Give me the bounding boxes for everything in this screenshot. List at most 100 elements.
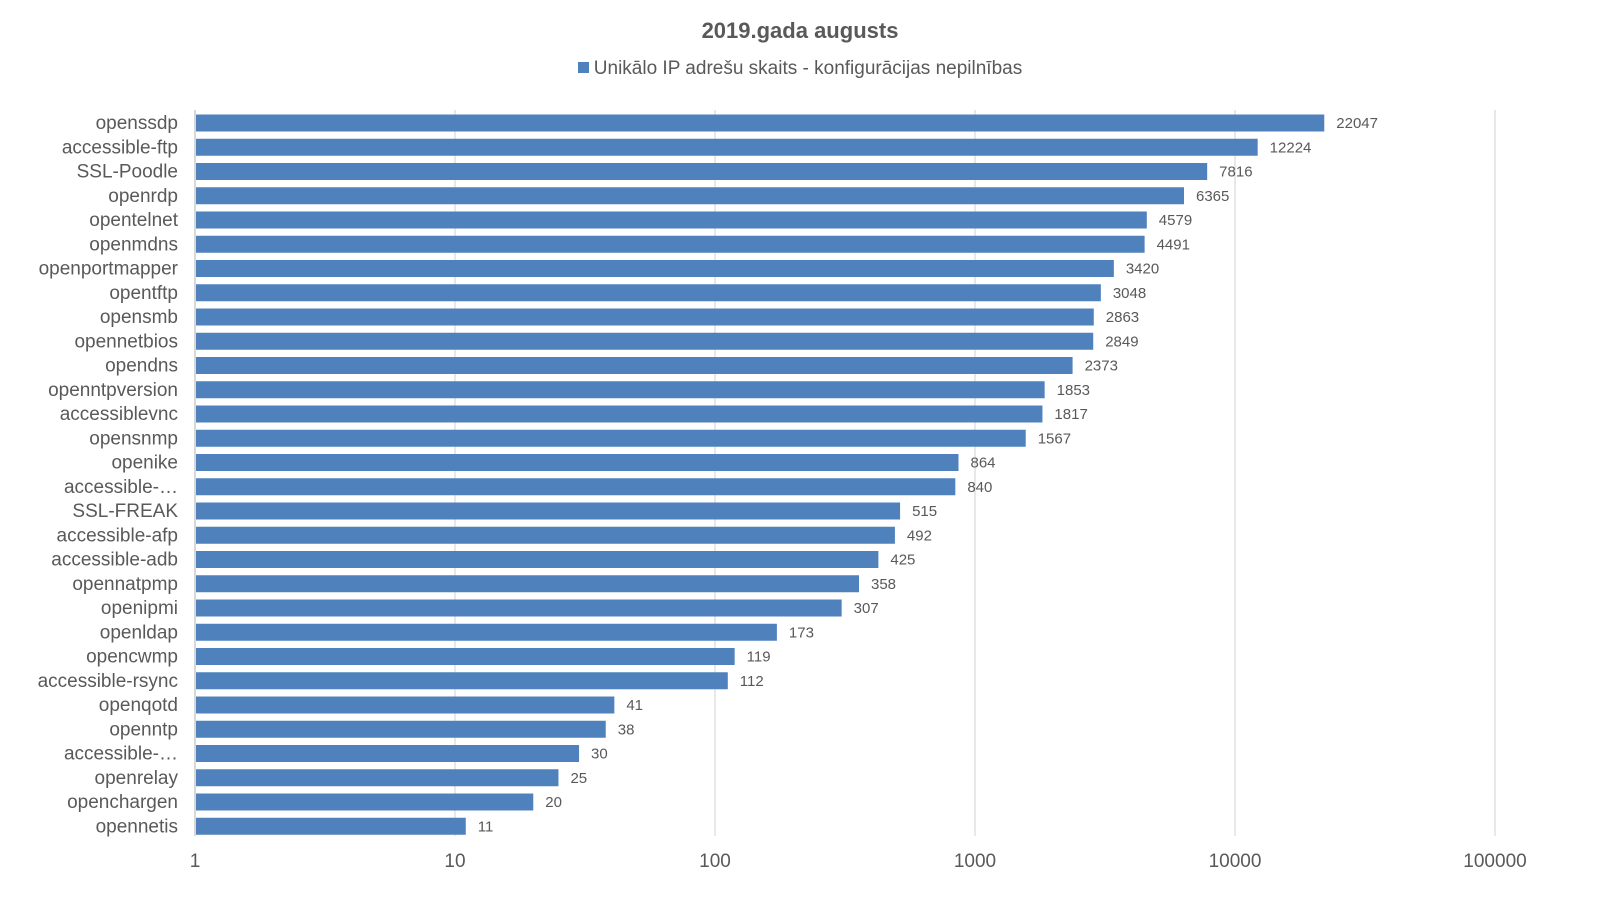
bar bbox=[196, 793, 534, 811]
bar bbox=[196, 211, 1147, 229]
category-label: opencwmp bbox=[86, 647, 178, 668]
x-axis-ticks: 1 10 100 1000 10000 100000 bbox=[190, 851, 1527, 872]
category-label: opennetbios bbox=[74, 331, 178, 352]
data-label: 12224 bbox=[1270, 139, 1312, 156]
gridlines bbox=[194, 110, 1496, 836]
bar bbox=[196, 163, 1208, 180]
category-label: openchargen bbox=[67, 792, 178, 813]
category-label: SSL-FREAK bbox=[72, 501, 178, 522]
category-label: accessible-adb bbox=[51, 550, 178, 571]
data-label: 358 bbox=[871, 576, 896, 593]
data-label: 515 bbox=[912, 503, 937, 520]
category-label: opensmb bbox=[100, 307, 178, 328]
x-tick-label: 1000 bbox=[954, 851, 996, 872]
bar bbox=[196, 720, 606, 738]
data-label: 425 bbox=[890, 552, 915, 569]
data-label: 2373 bbox=[1085, 358, 1118, 375]
bar bbox=[196, 114, 1325, 132]
category-label: openrelay bbox=[95, 768, 179, 789]
category-label: openntpversion bbox=[48, 380, 178, 401]
data-label: 1853 bbox=[1057, 382, 1090, 399]
bar bbox=[196, 429, 1026, 447]
data-label: 20 bbox=[545, 794, 562, 811]
bar bbox=[196, 381, 1045, 399]
bar bbox=[196, 623, 777, 641]
bar bbox=[196, 308, 1094, 326]
data-label: 30 bbox=[591, 746, 608, 763]
bars bbox=[196, 114, 1325, 835]
data-label: 4579 bbox=[1159, 212, 1192, 229]
data-label: 6365 bbox=[1196, 188, 1229, 205]
category-label: openssdp bbox=[96, 113, 178, 134]
bar bbox=[196, 526, 895, 544]
category-label: accessible-ftp bbox=[62, 137, 178, 158]
x-tick-label: 1 bbox=[190, 851, 201, 872]
category-label: openrdp bbox=[108, 186, 178, 207]
category-label: SSL-Poodle bbox=[77, 162, 178, 183]
category-label: accessiblevnc bbox=[60, 404, 178, 425]
bar bbox=[196, 575, 860, 593]
data-label: 307 bbox=[854, 600, 879, 617]
category-label: openmdns bbox=[89, 234, 178, 255]
category-label: openldap bbox=[100, 622, 178, 643]
data-label: 25 bbox=[570, 770, 587, 787]
data-label: 2849 bbox=[1105, 333, 1138, 350]
category-label: openportmapper bbox=[39, 259, 179, 280]
bar bbox=[196, 502, 901, 520]
bar bbox=[196, 187, 1184, 205]
bar bbox=[196, 769, 559, 787]
bar bbox=[196, 648, 735, 665]
category-label: opennatpmp bbox=[72, 574, 178, 595]
x-tick-label: 10000 bbox=[1209, 851, 1262, 872]
data-label: 864 bbox=[970, 455, 995, 472]
chart-title: 2019.gada augusts bbox=[701, 18, 899, 43]
category-label: accessible-rsync bbox=[38, 671, 178, 692]
x-tick-label: 100000 bbox=[1463, 851, 1526, 872]
data-label: 4491 bbox=[1157, 236, 1190, 253]
bar bbox=[196, 551, 879, 568]
data-label: 41 bbox=[626, 697, 643, 714]
data-label: 840 bbox=[967, 479, 992, 496]
data-label: 38 bbox=[618, 721, 635, 738]
bar bbox=[196, 454, 959, 471]
category-label: opensnmp bbox=[89, 428, 178, 449]
bar bbox=[196, 284, 1101, 302]
bar bbox=[196, 672, 728, 690]
data-label: 173 bbox=[789, 624, 814, 641]
legend-label: Unikālo IP adrešu skaits - konfigurācija… bbox=[593, 58, 1023, 79]
data-label: 22047 bbox=[1336, 115, 1378, 132]
data-label: 119 bbox=[747, 649, 771, 666]
data-label: 112 bbox=[740, 673, 764, 690]
bar bbox=[196, 817, 466, 835]
data-label: 3420 bbox=[1126, 261, 1159, 278]
category-label: accessible-afp bbox=[57, 525, 178, 546]
category-label: accessible-… bbox=[64, 744, 178, 765]
x-tick-label: 100 bbox=[699, 851, 731, 872]
data-label: 2863 bbox=[1106, 309, 1139, 326]
bar bbox=[196, 478, 956, 496]
category-label: opentftp bbox=[109, 283, 178, 304]
category-label: accessible-… bbox=[64, 477, 178, 498]
data-label: 1817 bbox=[1054, 406, 1087, 423]
category-label: openike bbox=[111, 453, 178, 474]
bar bbox=[196, 235, 1145, 253]
category-label: openipmi bbox=[101, 598, 178, 619]
category-label: opentelnet bbox=[89, 210, 178, 231]
bar bbox=[196, 138, 1258, 156]
category-label: opennetis bbox=[96, 816, 178, 837]
data-label: 11 bbox=[478, 818, 494, 835]
x-tick-label: 10 bbox=[444, 851, 465, 872]
bar bbox=[196, 696, 615, 714]
data-label: 1567 bbox=[1038, 430, 1071, 447]
bar bbox=[196, 260, 1114, 277]
category-labels: openssdp accessible-ftp SSL-Poodle openrdp o… bbox=[38, 113, 179, 837]
bar bbox=[196, 332, 1094, 350]
data-label: 7816 bbox=[1219, 164, 1252, 181]
category-label: openntp bbox=[109, 719, 178, 740]
data-label: 3048 bbox=[1113, 285, 1146, 302]
category-label: opendns bbox=[105, 356, 178, 377]
bar bbox=[196, 357, 1073, 374]
legend-swatch bbox=[577, 62, 589, 73]
